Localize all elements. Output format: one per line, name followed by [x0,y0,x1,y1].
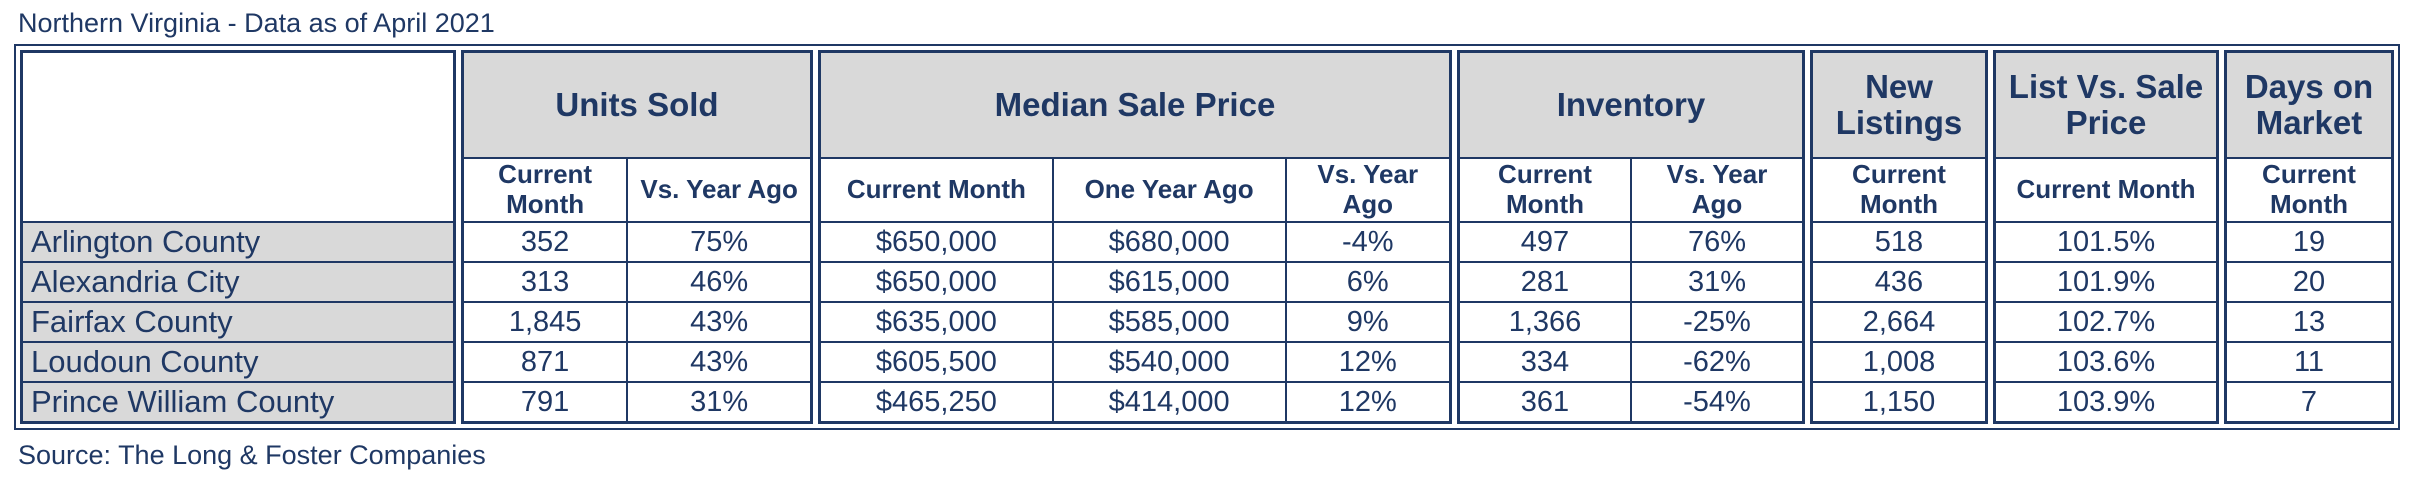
data-cell: 313 [464,263,627,301]
median-sale-price-group: Median Sale Price Current Month One Year… [818,50,1452,424]
data-cell: 103.9% [1996,383,2216,421]
data-cell: 19 [2227,223,2391,261]
group-header-days-on-market: Days on Market [2227,53,2391,157]
subheader-inventory-vs-year-ago: Vs. Year Ago [1632,159,1802,221]
row-label-loudoun: Loudoun County [23,343,453,381]
data-cell: 1,150 [1813,383,1985,421]
subheader-list-vs-sale-current-month: Current Month [1996,159,2216,221]
data-cell: 2,664 [1813,303,1985,341]
data-cell: $650,000 [821,223,1052,261]
data-cell: -54% [1632,383,1802,421]
data-cell: 334 [1460,343,1630,381]
row-label-prince-william: Prince William County [23,383,453,421]
data-cell: 11 [2227,343,2391,381]
data-cell: 75% [628,223,810,261]
data-cell: 46% [628,263,810,301]
data-cell: $414,000 [1053,383,1285,421]
data-cell: 43% [628,343,810,381]
data-cell: 31% [628,383,810,421]
group-header-median-sale-price: Median Sale Price [821,53,1449,157]
data-cell: $585,000 [1053,303,1285,341]
data-cell: 1,008 [1813,343,1985,381]
table-title: Northern Virginia - Data as of April 202… [18,8,495,38]
data-cell: 7 [2227,383,2391,421]
data-cell: $465,250 [821,383,1052,421]
data-cell: -4% [1286,223,1449,261]
corner-cell [23,53,453,221]
data-cell: 101.5% [1996,223,2216,261]
data-cell: 12% [1286,383,1449,421]
data-cell: 1,366 [1460,303,1630,341]
data-cell: 13 [2227,303,2391,341]
row-label-arlington: Arlington County [23,223,453,261]
subheader-median-current-month: Current Month [821,159,1052,221]
subheader-units-current-month: Current Month [464,159,627,221]
group-header-units-sold: Units Sold [464,53,810,157]
subheader-inventory-current-month: Current Month [1460,159,1630,221]
data-cell: 361 [1460,383,1630,421]
data-cell: 103.6% [1996,343,2216,381]
data-cell: 518 [1813,223,1985,261]
row-label-alexandria: Alexandria City [23,263,453,301]
data-cell: -62% [1632,343,1802,381]
data-cell: 281 [1460,263,1630,301]
data-cell: -25% [1632,303,1802,341]
data-cell: 76% [1632,223,1802,261]
data-cell: 101.9% [1996,263,2216,301]
data-cell: 12% [1286,343,1449,381]
subheader-new-listings-current-month: Current Month [1813,159,1985,221]
data-cell: 9% [1286,303,1449,341]
row-label-fairfax: Fairfax County [23,303,453,341]
days-on-market-group: Days on Market Current Month 19 20 13 11… [2224,50,2394,424]
subheader-days-on-market-current-month: Current Month [2227,159,2391,221]
group-header-new-listings: New Listings [1813,53,1985,157]
source-note: Source: The Long & Foster Companies [18,440,486,470]
data-cell: $605,500 [821,343,1052,381]
data-cell: 31% [1632,263,1802,301]
data-cell: $615,000 [1053,263,1285,301]
data-cell: 43% [628,303,810,341]
data-cell: 871 [464,343,627,381]
data-cell: $635,000 [821,303,1052,341]
subheader-median-vs-year-ago: Vs. Year Ago [1286,159,1449,221]
data-cell: 1,845 [464,303,627,341]
data-cell: 436 [1813,263,1985,301]
data-cell: 352 [464,223,627,261]
new-listings-group: New Listings Current Month 518 436 2,664… [1810,50,1988,424]
inventory-group: Inventory Current Month Vs. Year Ago 497… [1457,50,1805,424]
data-cell: 102.7% [1996,303,2216,341]
data-cell: 497 [1460,223,1630,261]
data-cell: $650,000 [821,263,1052,301]
group-header-list-vs-sale-price: List Vs. Sale Price [1996,53,2216,157]
data-cell: $680,000 [1053,223,1285,261]
row-labels-group: Arlington County Alexandria City Fairfax… [20,50,456,424]
data-cell: $540,000 [1053,343,1285,381]
data-cell: 791 [464,383,627,421]
data-cell: 20 [2227,263,2391,301]
subheader-median-one-year-ago: One Year Ago [1053,159,1285,221]
list-vs-sale-price-group: List Vs. Sale Price Current Month 101.5%… [1993,50,2219,424]
group-header-inventory: Inventory [1460,53,1802,157]
market-stats-table: Arlington County Alexandria City Fairfax… [14,44,2400,430]
units-sold-group: Units Sold Current Month Vs. Year Ago 35… [461,50,813,424]
subheader-units-vs-year-ago: Vs. Year Ago [628,159,810,221]
data-cell: 6% [1286,263,1449,301]
